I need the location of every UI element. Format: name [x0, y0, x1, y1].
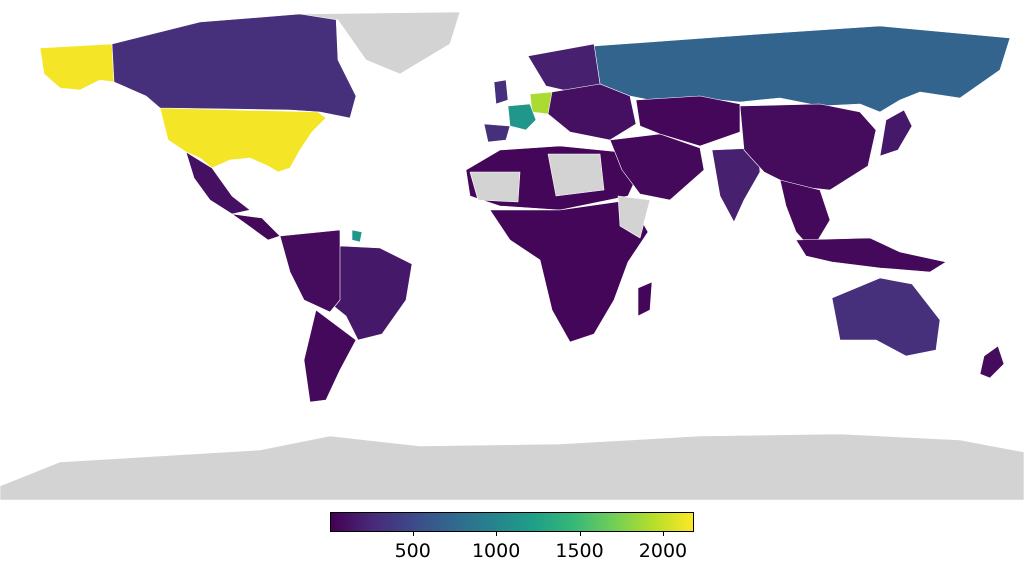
region-sahara-gaps	[469, 153, 605, 203]
region-french-guiana	[351, 229, 363, 243]
region-scandinavia	[527, 43, 601, 93]
colorbar-gradient	[330, 512, 694, 532]
region-alaska	[39, 43, 115, 91]
region-madagascar	[637, 281, 653, 317]
region-france	[507, 103, 537, 131]
colorbar-tick-mark	[662, 532, 664, 536]
colorbar-tick-mark	[496, 532, 498, 536]
region-middle-east	[609, 133, 705, 201]
world-choropleth-map	[0, 11, 1024, 501]
colorbar-tick-label: 1500	[555, 540, 604, 562]
region-australia	[831, 277, 941, 357]
region-eastern-europe	[547, 83, 637, 141]
region-horn-of-africa	[617, 195, 651, 239]
region-new-zealand	[979, 345, 1005, 379]
region-antarctica	[0, 433, 1024, 501]
region-central-asia	[635, 95, 741, 147]
colorbar-tick-label: 500	[394, 540, 431, 562]
region-central-america	[231, 213, 281, 241]
region-united-kingdom	[493, 79, 509, 105]
region-united-states	[159, 107, 327, 173]
colorbar-tick-mark	[579, 532, 581, 536]
region-argentina	[303, 309, 357, 403]
region-south-america-west-	[279, 229, 341, 313]
colorbar-tick-mark	[412, 532, 414, 536]
region-china	[739, 103, 877, 191]
region-spain	[483, 123, 511, 143]
region-greenland	[299, 11, 461, 75]
region-indonesia	[795, 237, 947, 273]
colorbar-tick-label: 2000	[638, 540, 688, 562]
colorbar-tick-label: 1000	[471, 540, 521, 562]
region-japan	[879, 109, 913, 157]
region-mexico	[185, 151, 251, 215]
colorbar	[330, 512, 694, 536]
region-canada	[111, 13, 357, 119]
